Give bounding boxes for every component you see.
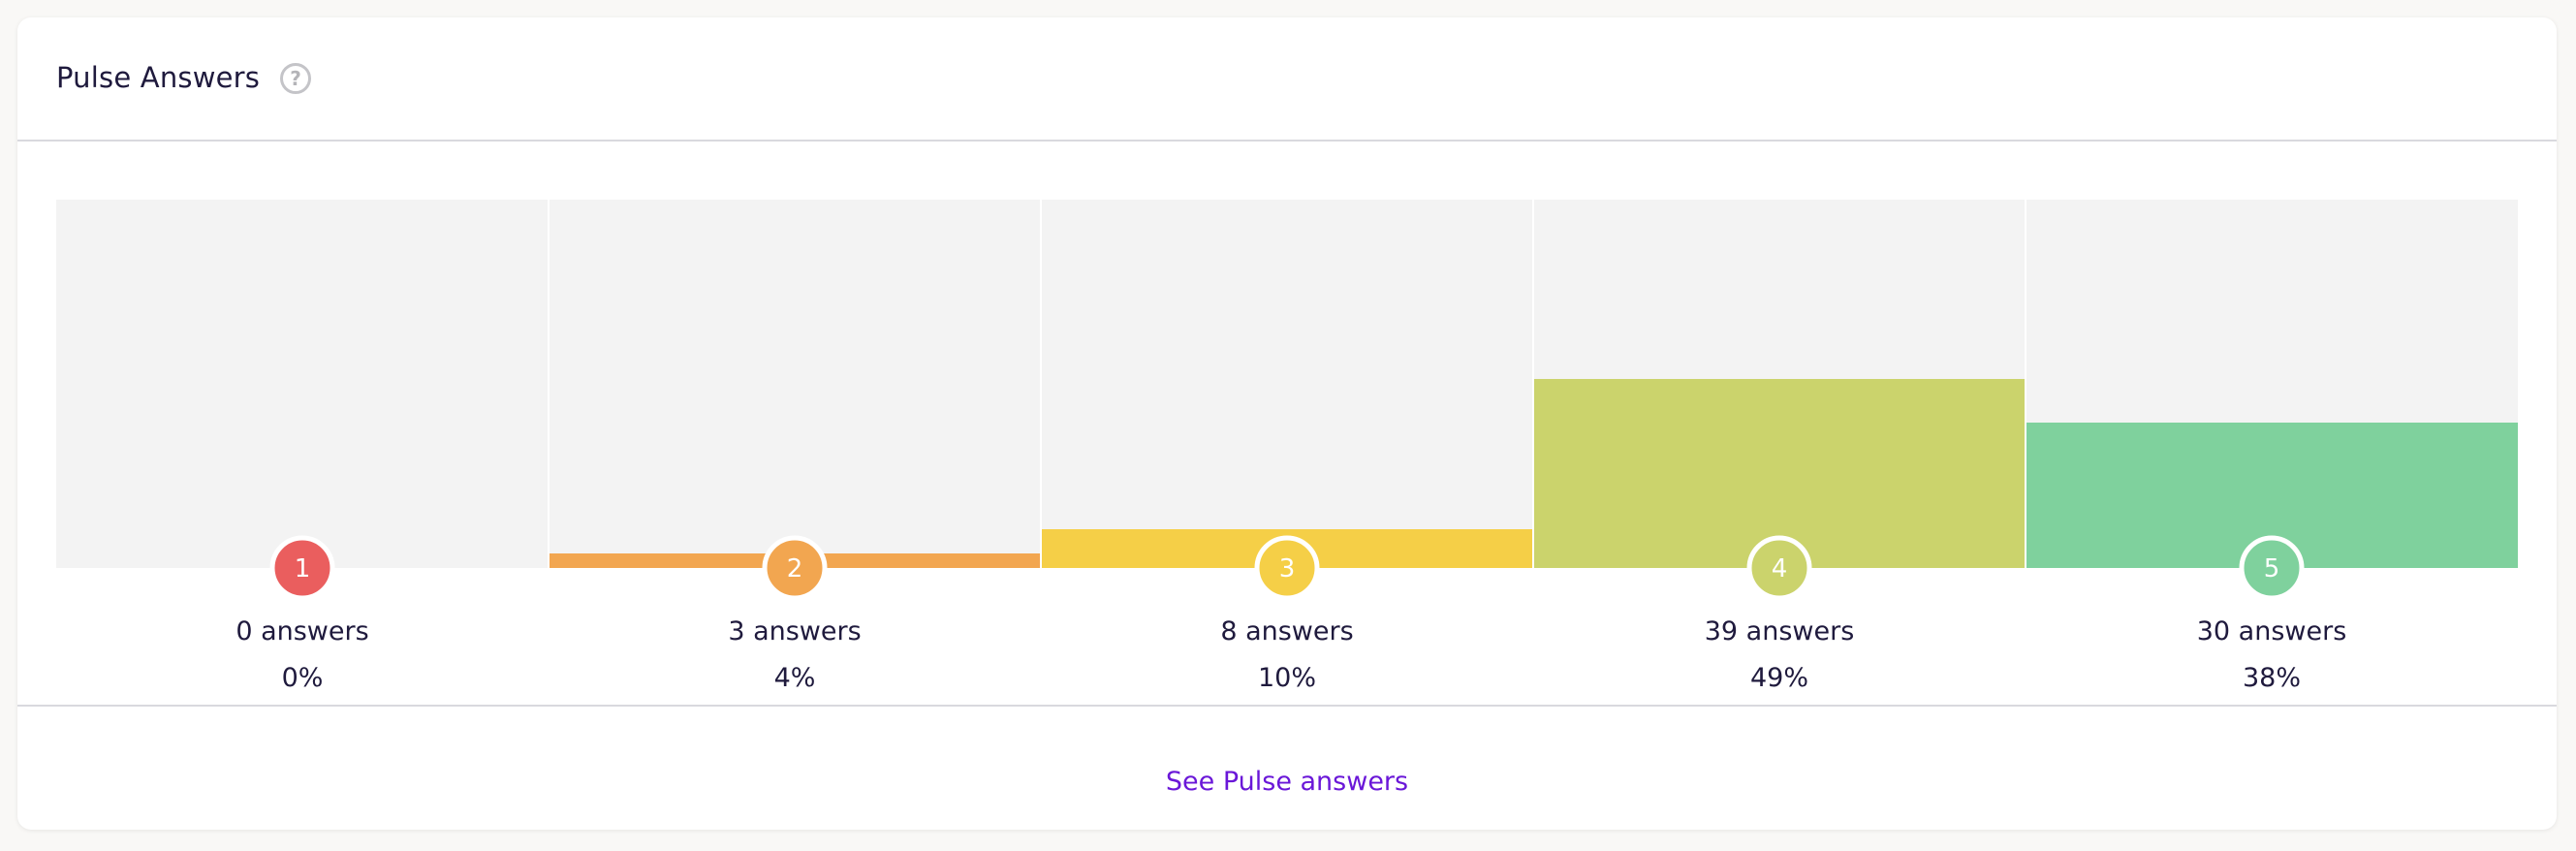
percent-label-1: 0% [282, 663, 324, 693]
see-pulse-answers-link[interactable]: See Pulse answers [1165, 767, 1409, 797]
card-footer: See Pulse answers [17, 705, 2557, 830]
help-icon[interactable]: ? [280, 63, 311, 94]
score-label-4: 4 [1772, 554, 1788, 583]
pulse-answers-chart: 1 0 answers 0% 2 3 answers 4% 3 8 answers 10% 4 39… [56, 200, 2518, 693]
score-label-1: 1 [295, 554, 311, 583]
score-badge-1 [269, 535, 335, 601]
pulse-answers-card: Pulse Answers ? 1 0 answers 0% 2 3 answers 4%… [17, 17, 2557, 830]
percent-label-2: 4% [774, 663, 816, 693]
score-badge-5 [2239, 535, 2305, 601]
percent-label-4: 49% [1750, 663, 1808, 693]
card-title: Pulse Answers [56, 61, 261, 94]
score-label-3: 3 [1279, 554, 1296, 583]
percent-label-3: 10% [1258, 663, 1316, 693]
score-label-5: 5 [2264, 554, 2280, 583]
bar-track-2 [549, 200, 1041, 568]
score-badge-3 [1254, 535, 1320, 601]
score-label-2: 2 [787, 554, 803, 583]
answer-count-label-2: 3 answers [728, 616, 861, 646]
answer-count-label-1: 0 answers [236, 616, 368, 646]
bar-track-1 [56, 200, 549, 568]
card-header: Pulse Answers ? [17, 17, 2557, 142]
bar-track-3 [1041, 200, 1533, 568]
answer-count-label-4: 39 answers [1705, 616, 1855, 646]
answer-count-label-3: 8 answers [1220, 616, 1353, 646]
score-badge-2 [762, 535, 828, 601]
answer-count-label-5: 30 answers [2197, 616, 2347, 646]
score-badge-4 [1746, 535, 1812, 601]
percent-label-5: 38% [2243, 663, 2301, 693]
